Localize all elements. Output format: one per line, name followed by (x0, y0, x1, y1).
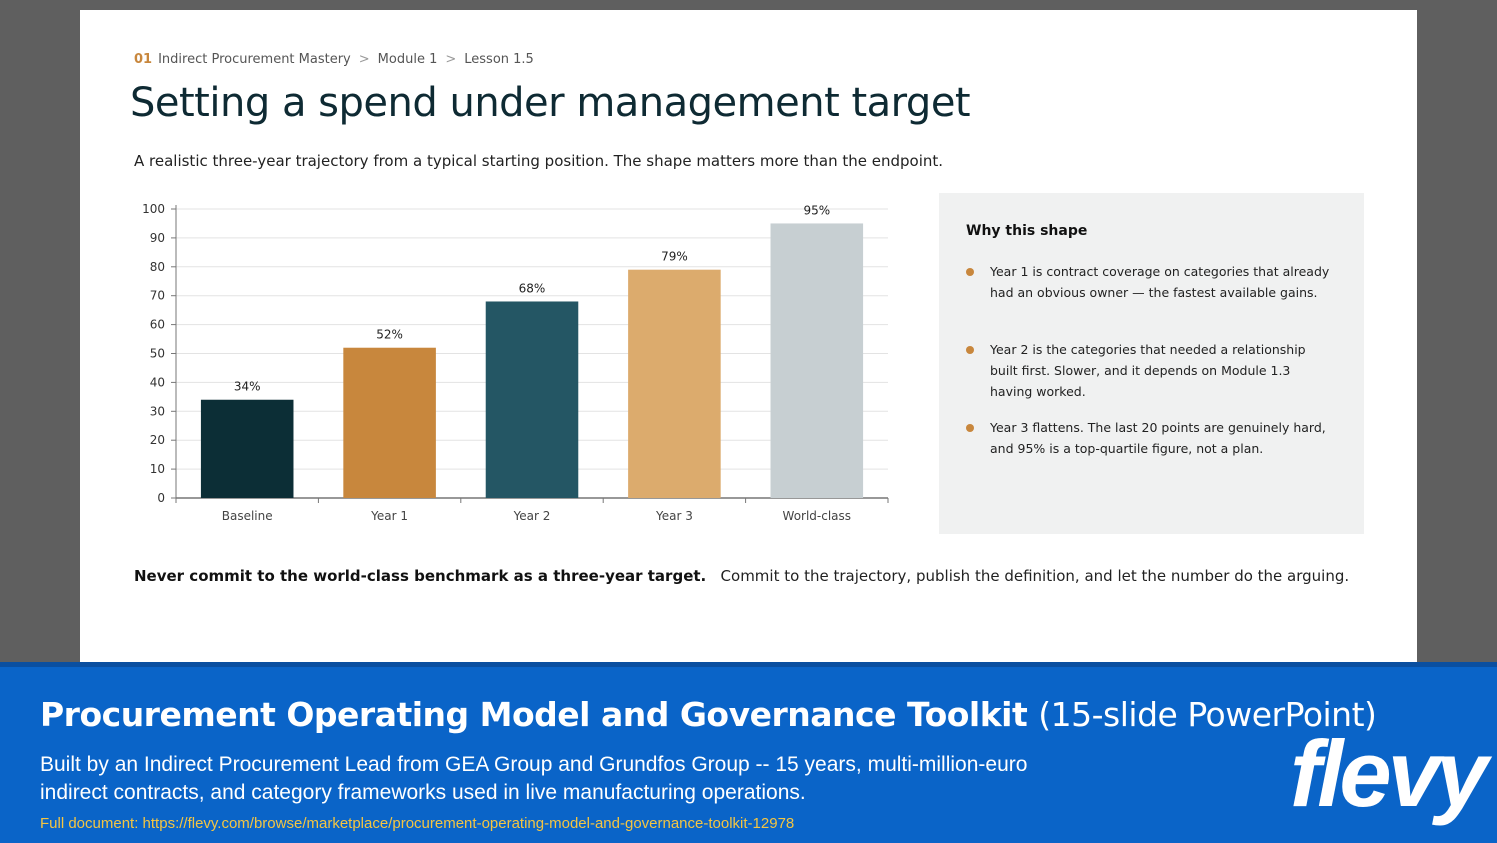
bullet-dot-icon (966, 424, 974, 432)
breadcrumb-separator: > (358, 52, 370, 67)
bar-world-class (770, 223, 864, 498)
data-label: 34% (234, 380, 261, 394)
breadcrumb-number: 01 (134, 52, 153, 67)
breadcrumb-separator: > (445, 52, 457, 67)
panel-bullet-text: Year 1 is contract coverage on categorie… (990, 264, 1330, 300)
y-tick-label: 40 (150, 375, 165, 389)
data-label: 79% (661, 250, 688, 264)
x-tick-label: Year 1 (370, 509, 408, 523)
flevy-logo: flevy (1290, 721, 1488, 826)
banner-link[interactable]: Full document: https://flevy.com/browse/… (40, 815, 795, 832)
panel-bullet: Year 2 is the categories that needed a r… (966, 339, 1336, 402)
banner-title-main: Procurement Operating Model and Governan… (40, 695, 1028, 734)
slide: 01 Indirect Procurement Mastery > Module 1 >… (80, 10, 1417, 662)
banner-title-suffix: (15-slide PowerPoint) (1038, 695, 1377, 734)
bullet-dot-icon (966, 268, 974, 276)
y-tick-label: 50 (150, 347, 165, 361)
chart-bars (200, 223, 864, 498)
x-tick-label: World-class (783, 509, 852, 523)
y-tick-label: 80 (150, 260, 165, 274)
panel-title: Why this shape (966, 223, 1088, 239)
banner-title: Procurement Operating Model and Governan… (40, 695, 1377, 734)
takeaway-bold: Never commit to the world-class benchmar… (134, 567, 707, 585)
panel-bullet-text: Year 2 is the categories that needed a r… (990, 342, 1306, 399)
panel-bullet-text: Year 3 flattens. The last 20 points are … (990, 420, 1326, 456)
bar-year-2 (485, 301, 579, 498)
y-tick-label: 0 (157, 491, 165, 505)
data-label: 52% (376, 328, 403, 342)
panel-bullet: Year 3 flattens. The last 20 points are … (966, 417, 1336, 459)
y-tick-label: 10 (150, 462, 165, 476)
y-tick-label: 30 (150, 404, 165, 418)
y-tick-label: 90 (150, 231, 165, 245)
page-title: Setting a spend under management target (130, 80, 971, 126)
data-label: 95% (803, 203, 830, 217)
bar-year-1 (343, 347, 436, 498)
y-tick-label: 100 (142, 202, 165, 216)
takeaway-rest: Commit to the trajectory, publish the de… (720, 567, 1350, 585)
bar-year-3 (628, 269, 721, 498)
y-tick-label: 20 (150, 433, 165, 447)
bar-chart: 0 10 20 30 40 50 60 70 80 90 100 34% Baseline 52% Year… (142, 202, 889, 523)
x-tick-label: Year 2 (513, 509, 551, 523)
bar-baseline (200, 399, 294, 498)
why-this-shape-panel: Why this shape Year 1 is contract covera… (939, 193, 1364, 534)
breadcrumb: 01 Indirect Procurement Mastery > Module 1 >… (134, 52, 534, 67)
x-tick-label: Baseline (222, 509, 273, 523)
panel-bullet: Year 1 is contract coverage on categorie… (966, 261, 1336, 303)
banner-description: Built by an Indirect Procurement Lead fr… (40, 753, 1028, 804)
takeaway: Never commit to the world-class benchmar… (134, 567, 1349, 585)
y-tick-label: 60 (150, 318, 165, 332)
y-tick-label: 70 (150, 289, 165, 303)
chart-labels: 0 10 20 30 40 50 60 70 80 90 100 34% Baseline 52% Year… (142, 202, 851, 523)
breadcrumb-item-module: Module 1 (377, 52, 438, 67)
page-subtitle: A realistic three-year trajectory from a… (134, 152, 944, 170)
bullet-dot-icon (966, 346, 974, 354)
promo-banner: Procurement Operating Model and Governan… (0, 662, 1497, 843)
data-label: 68% (519, 281, 546, 295)
x-tick-label: Year 3 (655, 509, 693, 523)
breadcrumb-item-course: Indirect Procurement Mastery (158, 52, 351, 67)
breadcrumb-item-lesson: Lesson 1.5 (464, 52, 534, 67)
